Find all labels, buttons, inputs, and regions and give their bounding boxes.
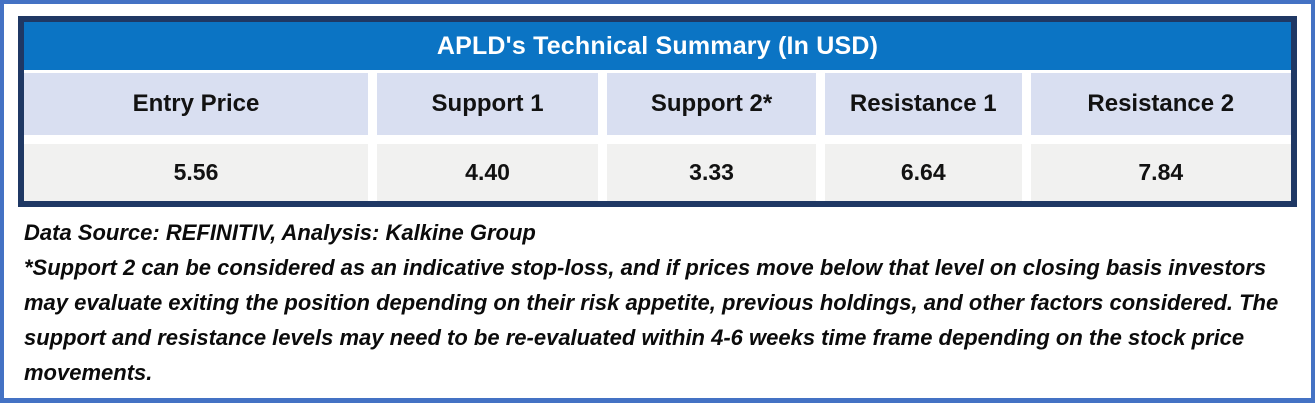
table-title: APLD's Technical Summary (In USD) bbox=[24, 22, 1291, 70]
technical-summary-table: APLD's Technical Summary (In USD) Entry … bbox=[18, 16, 1297, 207]
value-support-1: 4.40 bbox=[376, 144, 599, 201]
support2-disclaimer: *Support 2 can be considered as an indic… bbox=[24, 255, 1279, 385]
column-header-resistance-1: Resistance 1 bbox=[824, 73, 1022, 135]
value-entry-price: 5.56 bbox=[24, 144, 368, 201]
value-resistance-2: 7.84 bbox=[1030, 144, 1291, 201]
table-value-row: 5.56 4.40 3.33 6.64 7.84 bbox=[24, 144, 1291, 201]
column-header-resistance-2: Resistance 2 bbox=[1030, 73, 1291, 135]
footnotes: Data Source: REFINITIV, Analysis: Kalkin… bbox=[18, 207, 1297, 390]
value-support-2: 3.33 bbox=[607, 144, 816, 201]
column-header-support-1: Support 1 bbox=[376, 73, 599, 135]
column-header-entry-price: Entry Price bbox=[24, 73, 368, 135]
data-source-line: Data Source: REFINITIV, Analysis: Kalkin… bbox=[24, 220, 536, 245]
column-header-support-2: Support 2* bbox=[607, 73, 816, 135]
value-resistance-1: 6.64 bbox=[824, 144, 1022, 201]
table-header-row: Entry Price Support 1 Support 2* Resista… bbox=[24, 73, 1291, 135]
